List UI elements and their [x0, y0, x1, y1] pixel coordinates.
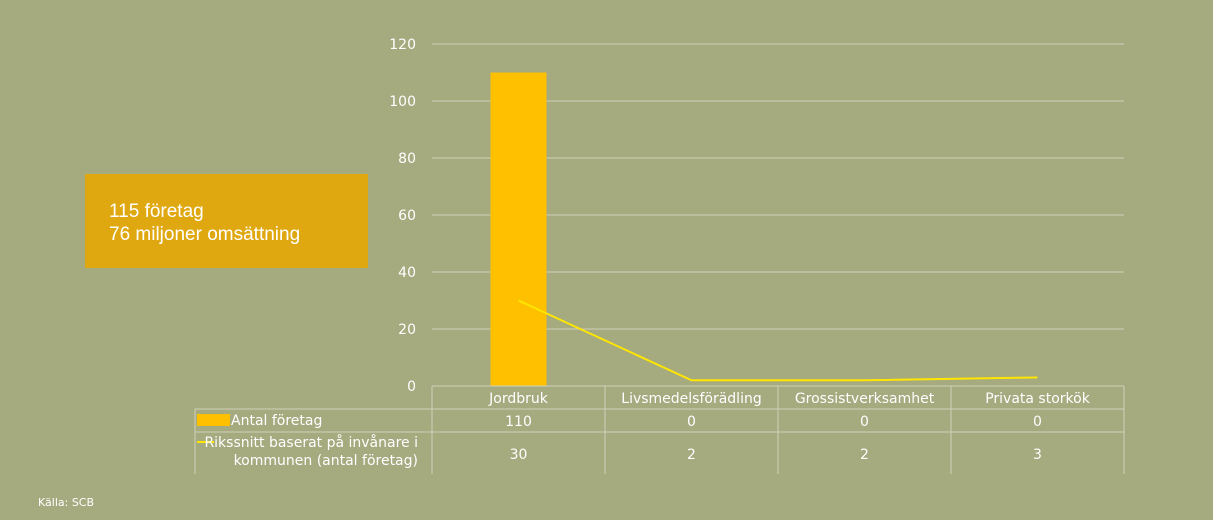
table-value-bar-0: 110	[505, 414, 532, 430]
category-label-0: Jordbruk	[488, 391, 549, 407]
source-note: Källa: SCB	[38, 496, 95, 509]
category-label-1: Livsmedelsförädling	[621, 391, 761, 407]
table-value-line-0: 30	[510, 447, 528, 463]
y-tick-label-0: 0	[407, 379, 416, 395]
table-value-line-1: 2	[687, 447, 696, 463]
y-tick-label-100: 100	[389, 94, 416, 110]
y-tick-label-120: 120	[389, 37, 416, 53]
legend-key-bar	[197, 414, 230, 426]
y-tick-label-60: 60	[398, 208, 416, 224]
summary-callout: 115 företag 76 miljoner omsättning	[85, 174, 368, 268]
y-tick-label-20: 20	[398, 322, 416, 338]
category-label-3: Privata storkök	[985, 391, 1091, 407]
y-tick-label-80: 80	[398, 151, 416, 167]
bar-0	[490, 72, 547, 386]
legend-label-rikssnitt-0: Rikssnitt baserat på invånare i	[204, 434, 418, 451]
legend-label-rikssnitt-1: kommunen (antal företag)	[234, 453, 418, 469]
callout-line-turnover: 76 miljoner omsättning	[109, 224, 301, 245]
legend-label-antal-foretag: Antal företag	[231, 413, 322, 429]
table-value-bar-3: 0	[1033, 414, 1042, 430]
y-tick-label-40: 40	[398, 265, 416, 281]
series-line-rikssnitt	[518, 299, 1038, 382]
table-value-bar-1: 0	[687, 414, 696, 430]
callout-line-companies: 115 företag	[109, 201, 204, 222]
table-value-bar-2: 0	[860, 414, 869, 430]
table-value-line-3: 3	[1033, 447, 1042, 463]
table-value-line-2: 2	[860, 447, 869, 463]
category-label-2: Grossistverksamhet	[795, 391, 935, 407]
